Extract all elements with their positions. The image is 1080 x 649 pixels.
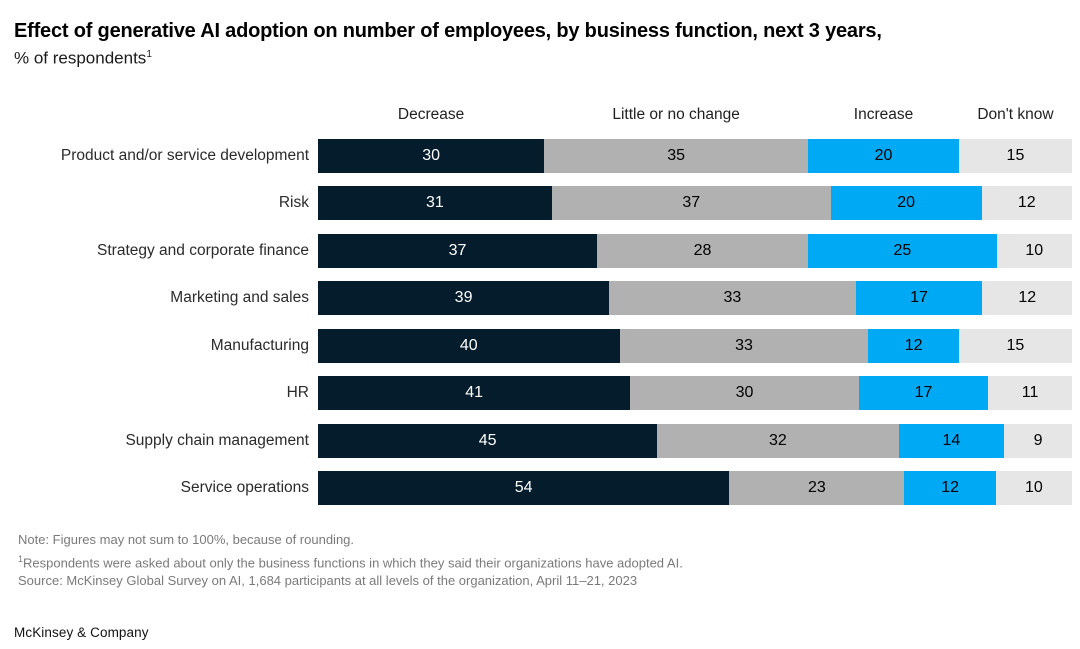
bar-track: 41 30 17 11: [318, 376, 1072, 411]
bar-segment-little-or-no-change: 32: [657, 423, 899, 458]
bar-segment-don-t-know: 12: [981, 186, 1072, 221]
bar-track: 54 23 12 10: [318, 471, 1072, 506]
legend-item-increase: Increase: [853, 105, 914, 123]
bar-track: 39 33 17 12: [318, 281, 1072, 316]
subtitle-text: % of respondents: [14, 48, 147, 68]
row-label: HR: [286, 384, 309, 402]
bar-segment-little-or-no-change: 23: [729, 471, 905, 506]
bar-segment-decrease: 45: [318, 423, 658, 458]
bar-segment-increase: 17: [858, 376, 989, 411]
bar-segment-increase: 25: [808, 233, 997, 268]
footnote-marker: 1: [18, 553, 24, 564]
bar-segment-increase: 14: [898, 423, 1005, 458]
bar-segment-don-t-know: 10: [995, 471, 1072, 506]
chart-row: Service operations 54 23 12 10: [14, 471, 1072, 506]
legend-label-spacer: [14, 106, 318, 126]
bar-segment-don-t-know: 15: [958, 328, 1072, 363]
note-rounding: Note: Figures may not sum to 100%, becau…: [18, 532, 355, 548]
chart-rows: Product and/or service development 30 35 20…: [14, 138, 1073, 506]
exhibit-subtitle: % of respondents1: [14, 44, 1072, 70]
bar-segment-don-t-know: 11: [988, 376, 1072, 411]
chart-row: Supply chain management 45 32 14 9: [14, 423, 1072, 458]
row-label: Supply chain management: [125, 431, 309, 449]
bar-segment-don-t-know: 12: [982, 281, 1072, 316]
row-label: Manufacturing: [210, 336, 309, 354]
bar-track: 30 35 20 15: [318, 138, 1072, 173]
bar-segment-increase: 20: [808, 138, 959, 173]
chart-row: Manufacturing 40 33 12 15: [14, 328, 1072, 363]
chart-legend: Decrease Little or no change Increase Don't…: [14, 106, 1072, 126]
legend-track: Decrease Little or no change Increase Don't…: [318, 106, 1072, 126]
bar-segment-little-or-no-change: 35: [544, 138, 809, 173]
bar-track: 40 33 12 15: [318, 328, 1072, 363]
legend-item-decrease: Decrease: [397, 105, 465, 123]
footnotes: Note: Figures may not sum to 100%, becau…: [14, 531, 1072, 591]
note-source: Source: McKinsey Global Survey on AI, 1,…: [18, 573, 638, 589]
bar-segment-decrease: 37: [318, 233, 597, 268]
legend-item-little-or-no-change: Little or no change: [612, 105, 740, 123]
note-respondents: 1Respondents were asked about only the b…: [18, 550, 1072, 573]
subtitle-footnote-marker: 1: [146, 49, 152, 60]
bar-segment-decrease: 31: [318, 186, 552, 221]
bar-track: 45 32 14 9: [318, 423, 1072, 458]
row-label: Strategy and corporate finance: [97, 241, 309, 259]
footnote-text: Respondents were asked about only the bu…: [23, 554, 683, 570]
bar-segment-increase: 17: [855, 281, 983, 316]
bar-track: 37 28 25 10: [318, 233, 1073, 268]
legend-item-don-t-know: Don't know: [977, 105, 1054, 123]
row-label: Marketing and sales: [170, 289, 309, 307]
bar-segment-increase: 12: [868, 328, 959, 363]
chart-row: HR 41 30 17 11: [14, 376, 1072, 411]
bar-segment-little-or-no-change: 33: [619, 328, 869, 363]
bar-track: 31 37 20 12: [318, 186, 1072, 221]
bar-segment-don-t-know: 10: [996, 233, 1073, 268]
bar-segment-little-or-no-change: 33: [609, 281, 856, 316]
chart-row: Marketing and sales 39 33 17 12: [14, 281, 1072, 316]
brand-signature: McKinsey & Company: [14, 625, 149, 640]
bar-segment-increase: 20: [830, 186, 982, 221]
chart-row: Product and/or service development 30 35 20…: [14, 138, 1072, 173]
bar-segment-little-or-no-change: 37: [551, 186, 831, 221]
bar-segment-decrease: 54: [318, 471, 730, 506]
bar-segment-decrease: 30: [318, 138, 545, 173]
bar-segment-little-or-no-change: 30: [630, 376, 859, 411]
chart-row: Risk 31 37 20 12: [14, 186, 1072, 221]
chart-row: Strategy and corporate finance 37 28 25 10: [14, 233, 1073, 268]
bar-segment-decrease: 40: [318, 328, 620, 363]
bar-segment-don-t-know: 9: [1004, 423, 1072, 458]
bar-segment-increase: 12: [904, 471, 996, 506]
row-label: Risk: [278, 194, 309, 212]
bar-segment-don-t-know: 15: [958, 138, 1072, 173]
bar-segment-decrease: 39: [318, 281, 610, 316]
bar-segment-decrease: 41: [318, 376, 631, 411]
row-label: Service operations: [180, 479, 309, 497]
row-label: Product and/or service development: [60, 146, 309, 164]
exhibit-title: Effect of generative AI adoption on numb…: [14, 20, 882, 42]
stacked-bar-chart: Decrease Little or no change Increase Don't…: [14, 106, 1073, 506]
bar-segment-little-or-no-change: 28: [596, 233, 809, 268]
